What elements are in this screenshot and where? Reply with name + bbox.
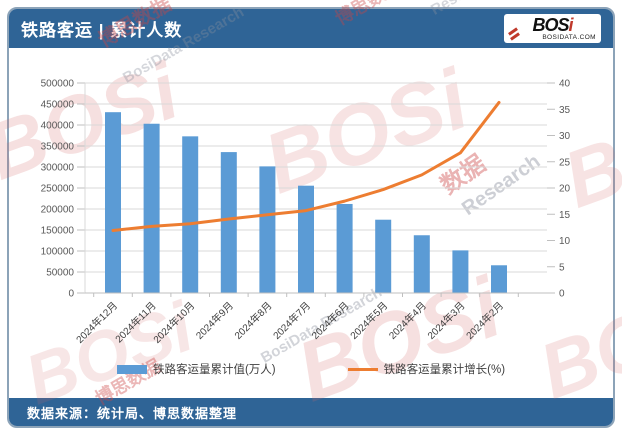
y-axis-right-label: 35 bbox=[559, 105, 571, 116]
y-axis-left-label: 500000 bbox=[41, 79, 75, 90]
chart-bar bbox=[220, 152, 237, 293]
bosi-logo: BOS i BOSIDATA.COM bbox=[504, 14, 601, 43]
y-axis-left-label: 450000 bbox=[41, 100, 75, 111]
logo-text-accent: i bbox=[568, 14, 574, 35]
y-axis-right-label: 25 bbox=[559, 157, 571, 168]
y-axis-right-label: 40 bbox=[559, 79, 571, 90]
page-title: 铁路客运 | 累计人数 bbox=[21, 21, 183, 40]
y-axis-left-label: 0 bbox=[68, 289, 74, 300]
x-axis-label: 2024年9月 bbox=[193, 299, 236, 342]
logo-wordmark: BOS i bbox=[510, 16, 596, 34]
line-swatch-icon bbox=[347, 367, 378, 371]
y-axis-left-label: 200000 bbox=[41, 205, 75, 216]
chart-bar bbox=[413, 235, 430, 293]
y-axis-right-label: 30 bbox=[559, 131, 571, 142]
x-axis-label: 2024年10月 bbox=[150, 299, 197, 346]
y-axis-right-label: 5 bbox=[559, 262, 565, 273]
y-axis-left-label: 400000 bbox=[41, 121, 75, 132]
y-axis-left-label: 350000 bbox=[41, 142, 75, 153]
y-axis-left-label: 300000 bbox=[41, 163, 75, 174]
chart-canvas: 0 50000 100000 150000 200000 250000 300000 3500… bbox=[41, 79, 571, 346]
y-axis-left-label: 100000 bbox=[41, 247, 75, 258]
x-axis-label: 2024年5月 bbox=[347, 299, 390, 342]
y-axis-left-label: 50000 bbox=[46, 268, 74, 279]
legend-line-label: 铁路客运量累计增长(%) bbox=[383, 364, 506, 376]
chart-bar bbox=[182, 136, 199, 293]
bar-swatch-icon bbox=[116, 364, 147, 374]
logo-stripes-icon bbox=[508, 27, 522, 41]
y-axis-right-label: 15 bbox=[559, 210, 571, 221]
x-axis-label: 2024年2月 bbox=[463, 299, 506, 342]
chart-bar bbox=[259, 166, 276, 293]
growth-line bbox=[111, 100, 501, 233]
y-axis-left-label: 150000 bbox=[41, 226, 75, 237]
chart-bar bbox=[105, 112, 121, 293]
data-source-note: 数据来源：统计局、博思数据整理 bbox=[27, 405, 238, 421]
legend-item-bar: 铁路客运量累计值(万人) bbox=[116, 361, 276, 377]
legend-bar-label: 铁路客运量累计值(万人) bbox=[152, 364, 276, 376]
x-axis-label: 2024年7月 bbox=[270, 299, 313, 342]
chart-bar bbox=[336, 203, 353, 293]
header-bar: 铁路客运 | 累计人数 BOS i BOSIDATA.COM bbox=[9, 9, 613, 48]
chart-bar bbox=[375, 219, 392, 293]
y-axis-right-label: 20 bbox=[559, 184, 571, 195]
x-axis-label: 2024年12月 bbox=[73, 299, 120, 346]
chart-legend: 铁路客运量累计值(万人) 铁路客运量累计增长(%) bbox=[0, 359, 622, 379]
chart-bar bbox=[491, 265, 507, 293]
chart-bar bbox=[298, 185, 314, 293]
x-axis-label: 2024年3月 bbox=[425, 299, 468, 342]
y-axis-left-label: 250000 bbox=[41, 184, 75, 195]
y-axis-right-label: 10 bbox=[559, 236, 571, 247]
chart-bar bbox=[452, 250, 469, 293]
chart-bar bbox=[143, 123, 160, 294]
logo-domain: BOSIDATA.COM bbox=[542, 33, 596, 41]
x-axis-label: 2024年4月 bbox=[386, 299, 429, 342]
y-axis-right-label: 0 bbox=[559, 289, 565, 300]
logo-text-main: BOS bbox=[532, 14, 569, 35]
footer-bar: 数据来源：统计局、博思数据整理 bbox=[9, 398, 613, 426]
legend-item-line: 铁路客运量累计增长(%) bbox=[347, 361, 506, 377]
x-axis-label: 2024年8月 bbox=[232, 299, 275, 342]
x-axis-label: 2024年6月 bbox=[309, 299, 352, 342]
